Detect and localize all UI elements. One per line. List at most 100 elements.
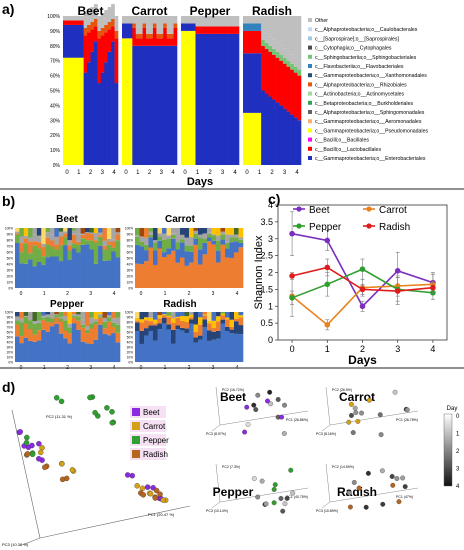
bar-segment	[83, 35, 88, 73]
bar-segment	[135, 228, 140, 236]
x-tick-label: 1	[77, 170, 81, 176]
bar-segment	[261, 16, 266, 31]
panel-d: d) PC2 (11.31 %) PC1 (20.47 %) PC3 (10.38 …	[0, 367, 464, 547]
bar-segment	[67, 343, 73, 362]
bar-segment	[83, 72, 88, 165]
y-tick-label: 100%	[125, 227, 133, 231]
bar-segment	[87, 32, 91, 63]
bar-segment	[229, 326, 235, 330]
pcoa-point	[271, 487, 277, 492]
bar-segment	[250, 23, 255, 31]
bar-segment	[166, 238, 172, 249]
pcoa-point	[69, 467, 76, 473]
y-tick-label: 50%	[127, 336, 134, 340]
bar-segment	[98, 317, 103, 325]
bar-segment	[15, 231, 20, 234]
bar-segment	[89, 317, 95, 324]
bar-segment	[102, 321, 108, 329]
bar-segment	[45, 331, 51, 362]
bar-segment	[115, 232, 121, 235]
bar-segment	[98, 235, 103, 237]
bar-segment	[163, 23, 167, 28]
bar-segment	[282, 57, 287, 64]
x-tick-label: 0	[290, 344, 295, 354]
bar-segment	[135, 312, 140, 318]
sample-title: Pepper	[190, 4, 231, 18]
x-tick-label: 1	[136, 170, 140, 176]
bar-segment	[195, 16, 200, 27]
bar-segment	[202, 312, 208, 315]
x-tick-label: 3	[283, 170, 287, 176]
bar-segment	[135, 38, 140, 46]
bar-segment	[85, 228, 90, 233]
bar-segment	[157, 233, 163, 237]
bar-segment	[139, 343, 145, 362]
bar-segment	[111, 239, 116, 242]
bar-segment	[250, 16, 255, 24]
bar-segment	[234, 237, 239, 242]
bar-segment	[189, 312, 194, 315]
bar-segment	[32, 323, 38, 335]
pc3-label: PC3 (8.16%)	[316, 432, 336, 436]
legend-swatch	[308, 156, 312, 160]
bar-segment	[104, 10, 108, 25]
bar-segment	[135, 320, 140, 323]
legend-label: Beet	[309, 205, 330, 216]
bar-segment	[211, 331, 217, 340]
y-tick-label: 80%	[127, 321, 134, 325]
bar-segment	[142, 23, 147, 28]
bar-segment	[76, 252, 81, 288]
pcoa-point	[280, 508, 286, 514]
pc3-label: PC3 (10.14%)	[206, 509, 228, 513]
bar-segment	[235, 26, 240, 34]
bar-segment	[73, 24, 78, 58]
bar-segment	[195, 33, 200, 165]
bar-segment	[41, 329, 46, 362]
bar-segment	[15, 336, 20, 362]
bar-segment	[63, 237, 68, 246]
bar-segment	[50, 256, 55, 288]
legend-label: c__Gammaproteobacteria;o__Enterobacteria…	[315, 156, 426, 162]
bar-segment	[32, 228, 38, 235]
pcoa-point	[87, 394, 93, 401]
legend-swatch	[132, 436, 140, 444]
bar-segment	[293, 66, 298, 73]
bar-segment	[202, 228, 208, 234]
bar-segment	[54, 244, 60, 250]
pc-axis	[329, 487, 419, 503]
bar-segment	[166, 16, 171, 27]
pcoa-point	[396, 499, 402, 505]
bar-segment	[159, 45, 164, 165]
bar-segment	[229, 312, 235, 320]
bar-segment	[89, 323, 95, 329]
x-tick-label: 4	[430, 344, 435, 354]
bar-segment	[264, 16, 269, 34]
bar-segment	[93, 26, 98, 42]
y-tick-label: 50%	[127, 257, 134, 261]
pcoa-point	[265, 398, 270, 404]
bar-segment	[125, 16, 130, 24]
legend-label: c__Gammaproteobacteria;o__Xanthomonadale…	[315, 73, 427, 79]
bar-segment	[193, 331, 199, 338]
bar-segment	[162, 317, 167, 324]
bar-segment	[63, 228, 68, 232]
y-tick-label: 10%	[127, 281, 134, 285]
bar-segment	[175, 228, 181, 237]
bar-segment	[90, 21, 95, 30]
bar-segment	[146, 16, 150, 27]
bar-segment	[111, 41, 115, 165]
bar-segment	[184, 265, 190, 288]
x-tick-label: 3	[101, 170, 105, 176]
bar-segment	[162, 239, 167, 253]
bar-segment	[111, 318, 116, 323]
bar-segment	[23, 235, 29, 239]
subplot-title: Beet	[56, 214, 78, 225]
bar-segment	[100, 35, 105, 73]
bar-segment	[41, 256, 46, 265]
x-tick-label: 2	[270, 170, 274, 176]
x-tick-label: 1	[258, 170, 262, 176]
subplot-title: Pepper	[50, 299, 84, 310]
bar-segment	[135, 45, 140, 165]
bar-segment	[238, 228, 244, 238]
